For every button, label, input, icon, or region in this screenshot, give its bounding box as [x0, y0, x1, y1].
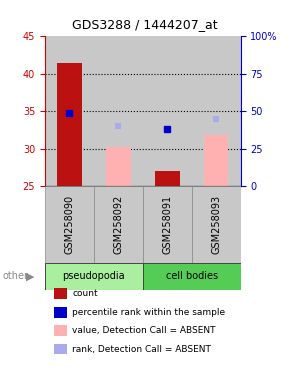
Text: GSM258092: GSM258092 [113, 195, 123, 254]
Bar [143, 186, 192, 263]
Text: GSM258091: GSM258091 [162, 195, 172, 254]
Text: rank, Detection Call = ABSENT: rank, Detection Call = ABSENT [72, 344, 211, 354]
Text: value, Detection Call = ABSENT: value, Detection Call = ABSENT [72, 326, 216, 335]
Bar [45, 36, 94, 186]
Text: count: count [72, 289, 98, 298]
Text: pseudopodia: pseudopodia [63, 271, 125, 281]
Bar [192, 36, 241, 186]
Bar [192, 186, 241, 263]
Bar [204, 135, 229, 186]
Text: other: other [3, 271, 29, 281]
Bar [94, 36, 143, 186]
Bar [155, 171, 180, 186]
Text: GSM258090: GSM258090 [64, 195, 75, 254]
Bar [45, 186, 94, 263]
Text: cell bodies: cell bodies [166, 271, 218, 281]
Text: ▶: ▶ [26, 271, 35, 281]
Bar [94, 186, 143, 263]
Bar [57, 63, 82, 186]
Bar [143, 36, 192, 186]
Bar [106, 147, 130, 186]
Bar [45, 263, 143, 290]
Text: GSM258093: GSM258093 [211, 195, 221, 254]
Text: GDS3288 / 1444207_at: GDS3288 / 1444207_at [72, 18, 218, 31]
Text: percentile rank within the sample: percentile rank within the sample [72, 308, 226, 317]
Bar [143, 263, 241, 290]
